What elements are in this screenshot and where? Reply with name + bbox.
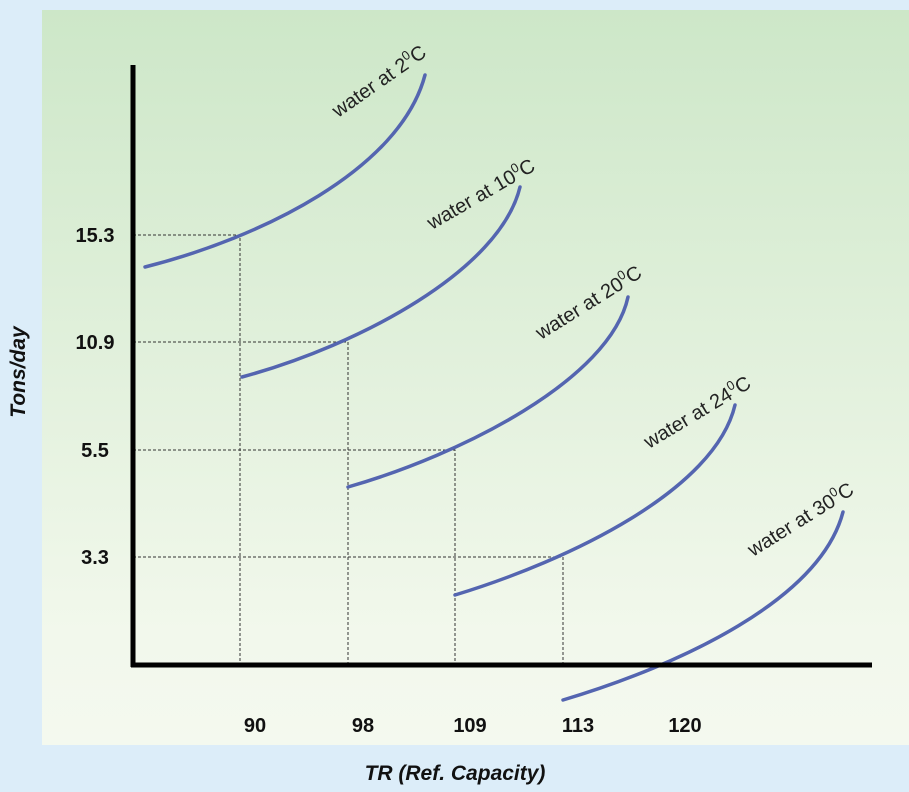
- x-axis-title: TR (Ref. Capacity): [365, 762, 546, 785]
- curves: [143, 73, 845, 702]
- y-tick-label: 3.3: [81, 547, 109, 569]
- x-tick-label: 98: [352, 715, 374, 737]
- x-tick-label: 109: [453, 715, 486, 737]
- y-tick-label: 15.3: [76, 225, 115, 247]
- x-tick-label: 90: [244, 715, 266, 737]
- y-tick-label: 10.9: [76, 332, 115, 354]
- x-tick-label: 120: [668, 715, 701, 737]
- y-axis-title: Tons/day: [7, 325, 30, 418]
- x-tick-label: 113: [562, 715, 594, 737]
- panel: [42, 10, 909, 745]
- y-tick-label: 5.5: [81, 440, 109, 462]
